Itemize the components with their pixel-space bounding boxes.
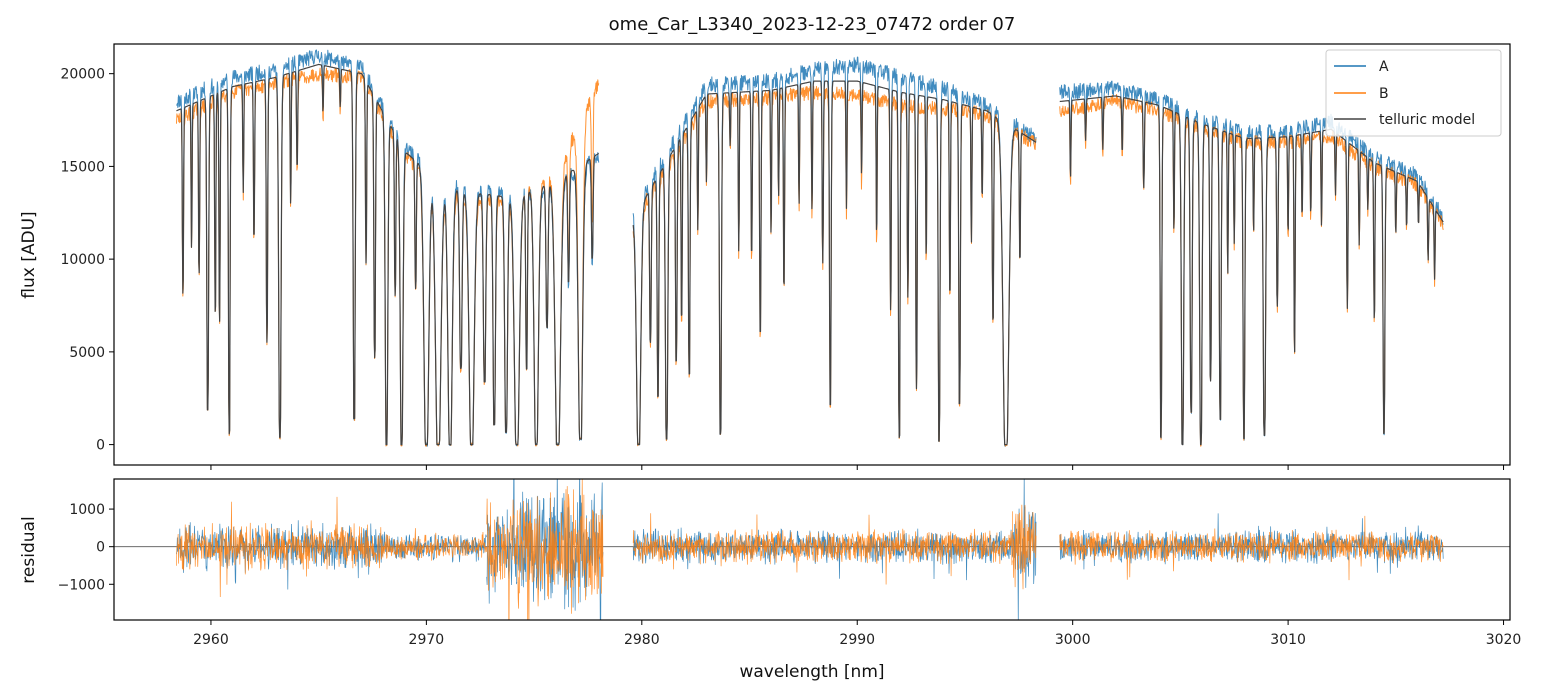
legend-label-a: A <box>1379 59 1389 75</box>
spectrum-y-tick-label: 0 <box>96 438 105 454</box>
spectrum-axes-frame <box>113 43 1511 466</box>
residual-y-tick-label: 0 <box>96 540 105 556</box>
residual-b-segment-5 <box>632 513 1013 585</box>
residual-b-segment-4 <box>516 479 604 620</box>
residual-b-segment-3 <box>486 498 518 620</box>
residual-axes-frame <box>113 478 1511 621</box>
residual-b-segment-6 <box>1012 504 1037 590</box>
spectrum-y-tick-label: 10000 <box>60 252 105 268</box>
series-a-segment-2 <box>632 56 1037 447</box>
legend: A B telluric model <box>1325 49 1502 137</box>
spectrum-y-tick-label: 20000 <box>60 67 105 83</box>
spectrum-y-tick-label: 15000 <box>60 159 105 175</box>
spectrum-y-axis-label: flux [ADU] <box>19 211 39 298</box>
chart-title: ome_Car_L3340_2023-12-23_07472 order 07 <box>609 14 1016 35</box>
legend-frame <box>1325 49 1502 137</box>
residual-b-segment-2 <box>382 528 488 561</box>
spectrum-y-tick-label: 5000 <box>69 345 105 361</box>
x-tick-label: 2960 <box>193 632 229 648</box>
series-telluric-model-segment-1 <box>176 63 600 446</box>
x-tick-label: 2990 <box>839 632 875 648</box>
residual-b-segment-1 <box>176 496 384 598</box>
legend-label-telluric: telluric model <box>1379 112 1475 128</box>
x-tick-label: 3010 <box>1270 632 1306 648</box>
x-tick-label: 2980 <box>624 632 660 648</box>
spectrum-panel: 0 5000 10000 15000 20000 flux [ADU] <box>19 43 1511 470</box>
x-tick-label: 2970 <box>409 632 445 648</box>
x-tick-label: 3000 <box>1055 632 1091 648</box>
legend-label-b: B <box>1379 86 1389 102</box>
series-telluric-model-segment-3 <box>1059 95 1444 446</box>
series-b-segment-2 <box>632 85 1037 447</box>
residual-y-axis-label: residual <box>19 516 39 583</box>
x-tick-label: 3020 <box>1486 632 1522 648</box>
series-telluric-model-segment-2 <box>632 80 1037 446</box>
residual-y-tick-label: 1000 <box>69 502 105 518</box>
series-a-segment-3 <box>1059 80 1444 446</box>
x-axis-label: wavelength [nm] <box>739 662 884 682</box>
residual-b-segment-7 <box>1059 515 1444 581</box>
residual-y-tick-label: −1000 <box>58 577 105 593</box>
